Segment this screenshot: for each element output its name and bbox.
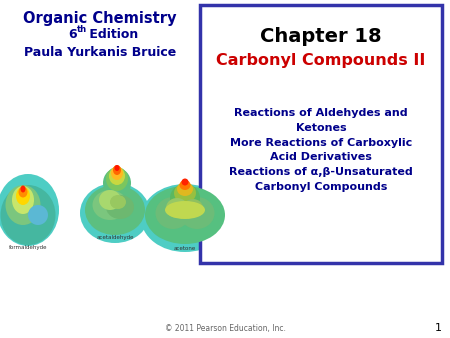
Ellipse shape: [170, 184, 200, 212]
Ellipse shape: [149, 202, 191, 240]
Ellipse shape: [113, 165, 121, 175]
Ellipse shape: [111, 166, 123, 180]
Text: © 2011 Pearson Education, Inc.: © 2011 Pearson Education, Inc.: [165, 323, 285, 333]
Text: 6: 6: [68, 28, 77, 42]
Ellipse shape: [180, 180, 190, 190]
Ellipse shape: [5, 185, 40, 225]
Ellipse shape: [106, 195, 134, 219]
Ellipse shape: [85, 185, 145, 235]
Text: Organic Chemistry: Organic Chemistry: [23, 10, 177, 25]
Text: formaldehyde: formaldehyde: [9, 245, 47, 250]
Ellipse shape: [174, 183, 196, 203]
Ellipse shape: [180, 197, 215, 229]
Ellipse shape: [80, 183, 150, 243]
Ellipse shape: [21, 186, 26, 193]
Ellipse shape: [99, 190, 121, 210]
Ellipse shape: [165, 201, 205, 219]
Ellipse shape: [166, 198, 188, 218]
Ellipse shape: [114, 165, 120, 171]
Ellipse shape: [108, 201, 138, 229]
Text: acetaldehyde: acetaldehyde: [96, 235, 134, 240]
Ellipse shape: [145, 186, 225, 244]
Ellipse shape: [0, 174, 59, 246]
Ellipse shape: [103, 168, 131, 198]
Ellipse shape: [0, 185, 55, 245]
Ellipse shape: [18, 187, 27, 197]
Text: th: th: [77, 25, 87, 34]
Text: acetone: acetone: [174, 245, 196, 250]
Ellipse shape: [109, 167, 125, 185]
Text: Carbonyl Compounds II: Carbonyl Compounds II: [216, 52, 426, 68]
Text: Reactions of Aldehydes and
Ketones
More Reactions of Carboxylic
Acid Derivatives: Reactions of Aldehydes and Ketones More …: [229, 108, 413, 192]
Ellipse shape: [110, 195, 126, 209]
Ellipse shape: [93, 190, 127, 220]
Text: 1: 1: [435, 323, 441, 333]
Text: Edition: Edition: [85, 28, 138, 42]
Ellipse shape: [12, 186, 34, 214]
Ellipse shape: [177, 182, 193, 196]
Text: Chapter 18: Chapter 18: [260, 27, 382, 47]
Ellipse shape: [88, 197, 126, 233]
Ellipse shape: [179, 202, 221, 240]
Ellipse shape: [106, 167, 128, 191]
Ellipse shape: [181, 178, 189, 186]
Ellipse shape: [16, 187, 30, 205]
Ellipse shape: [141, 184, 229, 252]
Text: Paula Yurkanis Bruice: Paula Yurkanis Bruice: [24, 46, 176, 58]
Ellipse shape: [156, 197, 190, 229]
Ellipse shape: [183, 199, 203, 217]
FancyBboxPatch shape: [200, 5, 442, 263]
Ellipse shape: [28, 205, 48, 225]
